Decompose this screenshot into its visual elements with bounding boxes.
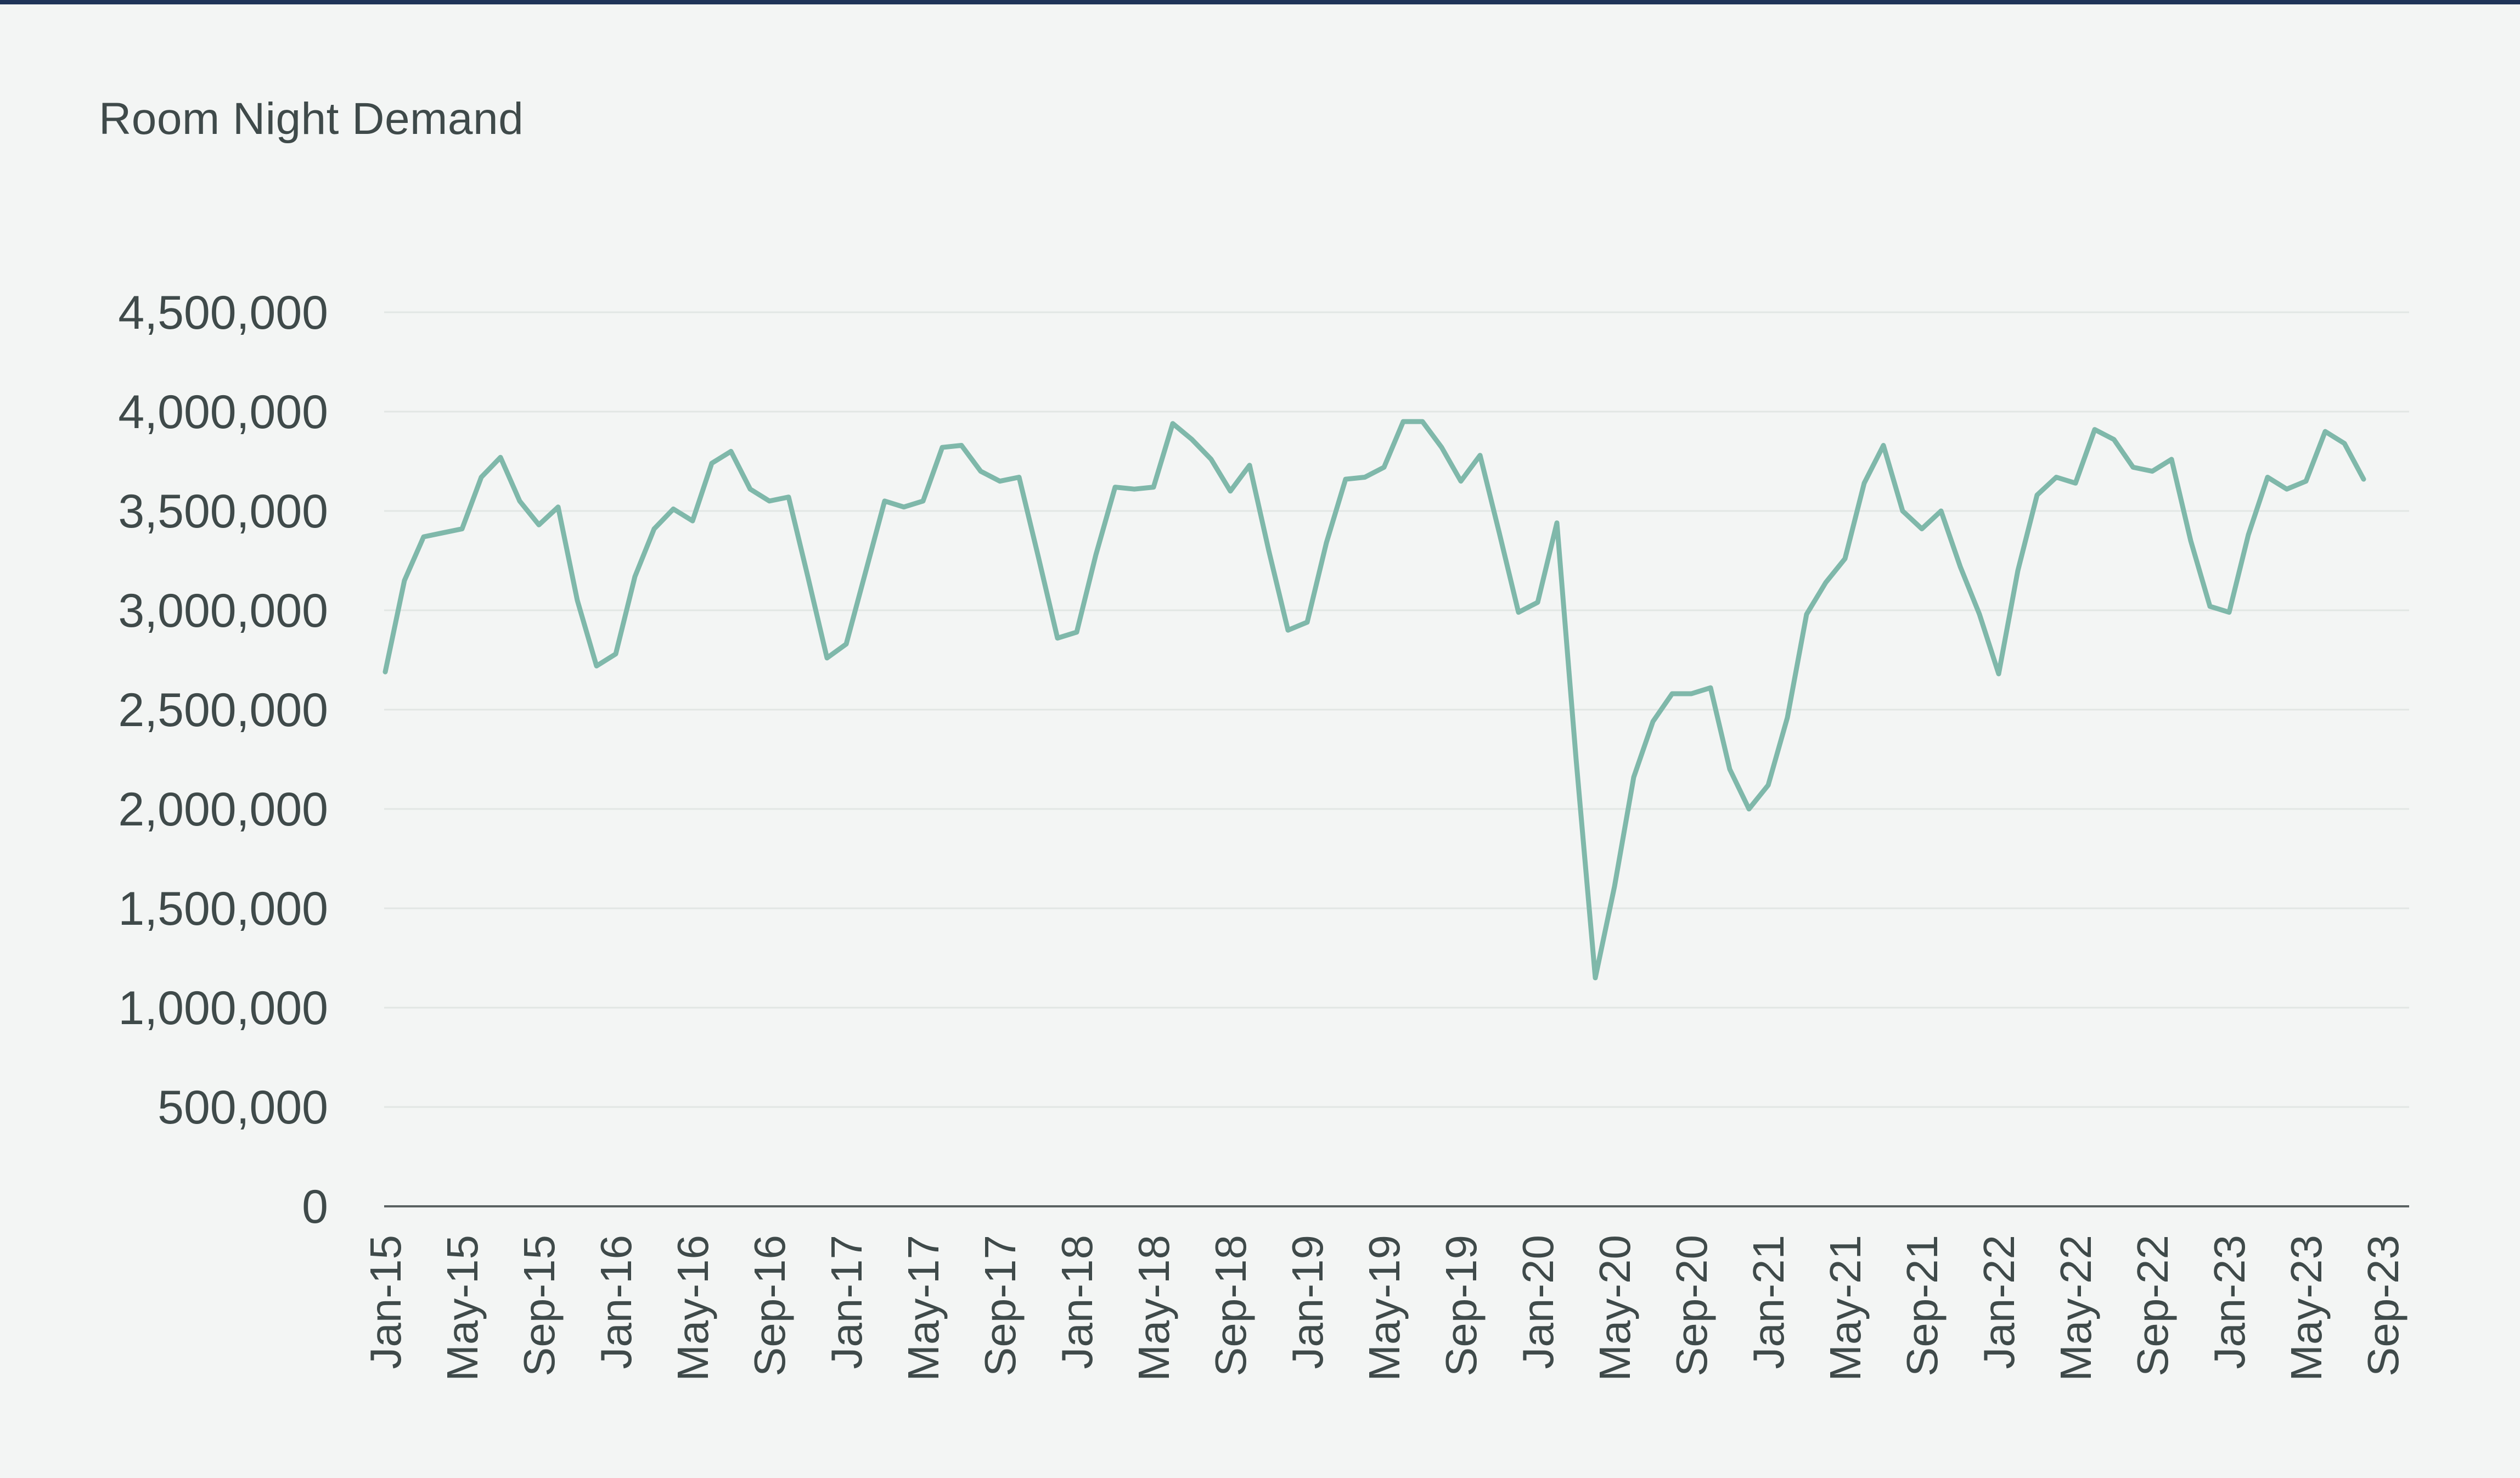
y-tick-label: 1,000,000 — [118, 982, 328, 1035]
y-tick-label: 4,000,000 — [118, 386, 328, 439]
x-tick-label: Jan-22 — [1975, 1235, 2023, 1369]
x-tick-label: May-15 — [438, 1235, 487, 1381]
x-tick-label: May-18 — [1129, 1235, 1178, 1381]
x-tick-label: May-22 — [2051, 1235, 2100, 1381]
x-tick-label: Jan-21 — [1744, 1235, 1793, 1369]
x-tick-label: Jan-18 — [1053, 1235, 1101, 1369]
x-tick-label: May-16 — [668, 1235, 717, 1381]
x-tick-label: Sep-22 — [2128, 1235, 2177, 1376]
x-tick-label: Sep-21 — [1898, 1235, 1947, 1376]
gridlines — [384, 311, 2409, 1108]
x-tick-label: Jan-16 — [592, 1235, 640, 1369]
x-tick-label: May-20 — [1590, 1235, 1639, 1381]
x-tick-label: May-17 — [899, 1235, 948, 1381]
y-tick-label: 4,500,000 — [118, 286, 328, 339]
x-tick-label: May-19 — [1360, 1235, 1409, 1381]
y-tick-label: 3,000,000 — [118, 585, 328, 637]
x-tick-label: May-21 — [1821, 1235, 1870, 1381]
y-tick-label: 2,000,000 — [118, 783, 328, 836]
x-axis: Jan-15 May-15 Sep-15 Jan-16 May-16 Sep-16 Jan-… — [361, 1235, 2408, 1381]
top-accent-bar — [0, 0, 2520, 4]
y-tick-label: 1,500,000 — [118, 883, 328, 935]
x-tick-label: Jan-17 — [822, 1235, 871, 1369]
y-axis: 0 500,000 1,000,000 1,500,000 2,000,000 2,500… — [118, 286, 328, 1233]
y-tick-label: 0 — [302, 1181, 328, 1233]
x-tick-label: Jan-15 — [361, 1235, 410, 1369]
x-tick-label: Sep-16 — [745, 1235, 794, 1376]
x-tick-label: Jan-19 — [1283, 1235, 1332, 1369]
x-tick-label: Sep-19 — [1437, 1235, 1486, 1376]
x-tick-label: Sep-23 — [2359, 1235, 2408, 1376]
x-tick-label: Sep-17 — [976, 1235, 1025, 1376]
series-line-room-night-demand — [383, 419, 2366, 981]
x-tick-label: Sep-18 — [1206, 1235, 1255, 1376]
x-tick-label: Jan-23 — [2205, 1235, 2254, 1369]
chart-title: Room Night Demand — [99, 94, 524, 144]
y-tick-label: 2,500,000 — [118, 684, 328, 737]
x-tick-label: May-23 — [2282, 1235, 2331, 1381]
y-tick-label: 500,000 — [158, 1081, 328, 1134]
x-tick-label: Sep-20 — [1667, 1235, 1716, 1376]
x-tick-label: Sep-15 — [515, 1235, 564, 1376]
y-tick-label: 3,500,000 — [118, 485, 328, 538]
x-tick-label: Jan-20 — [1514, 1235, 1562, 1369]
